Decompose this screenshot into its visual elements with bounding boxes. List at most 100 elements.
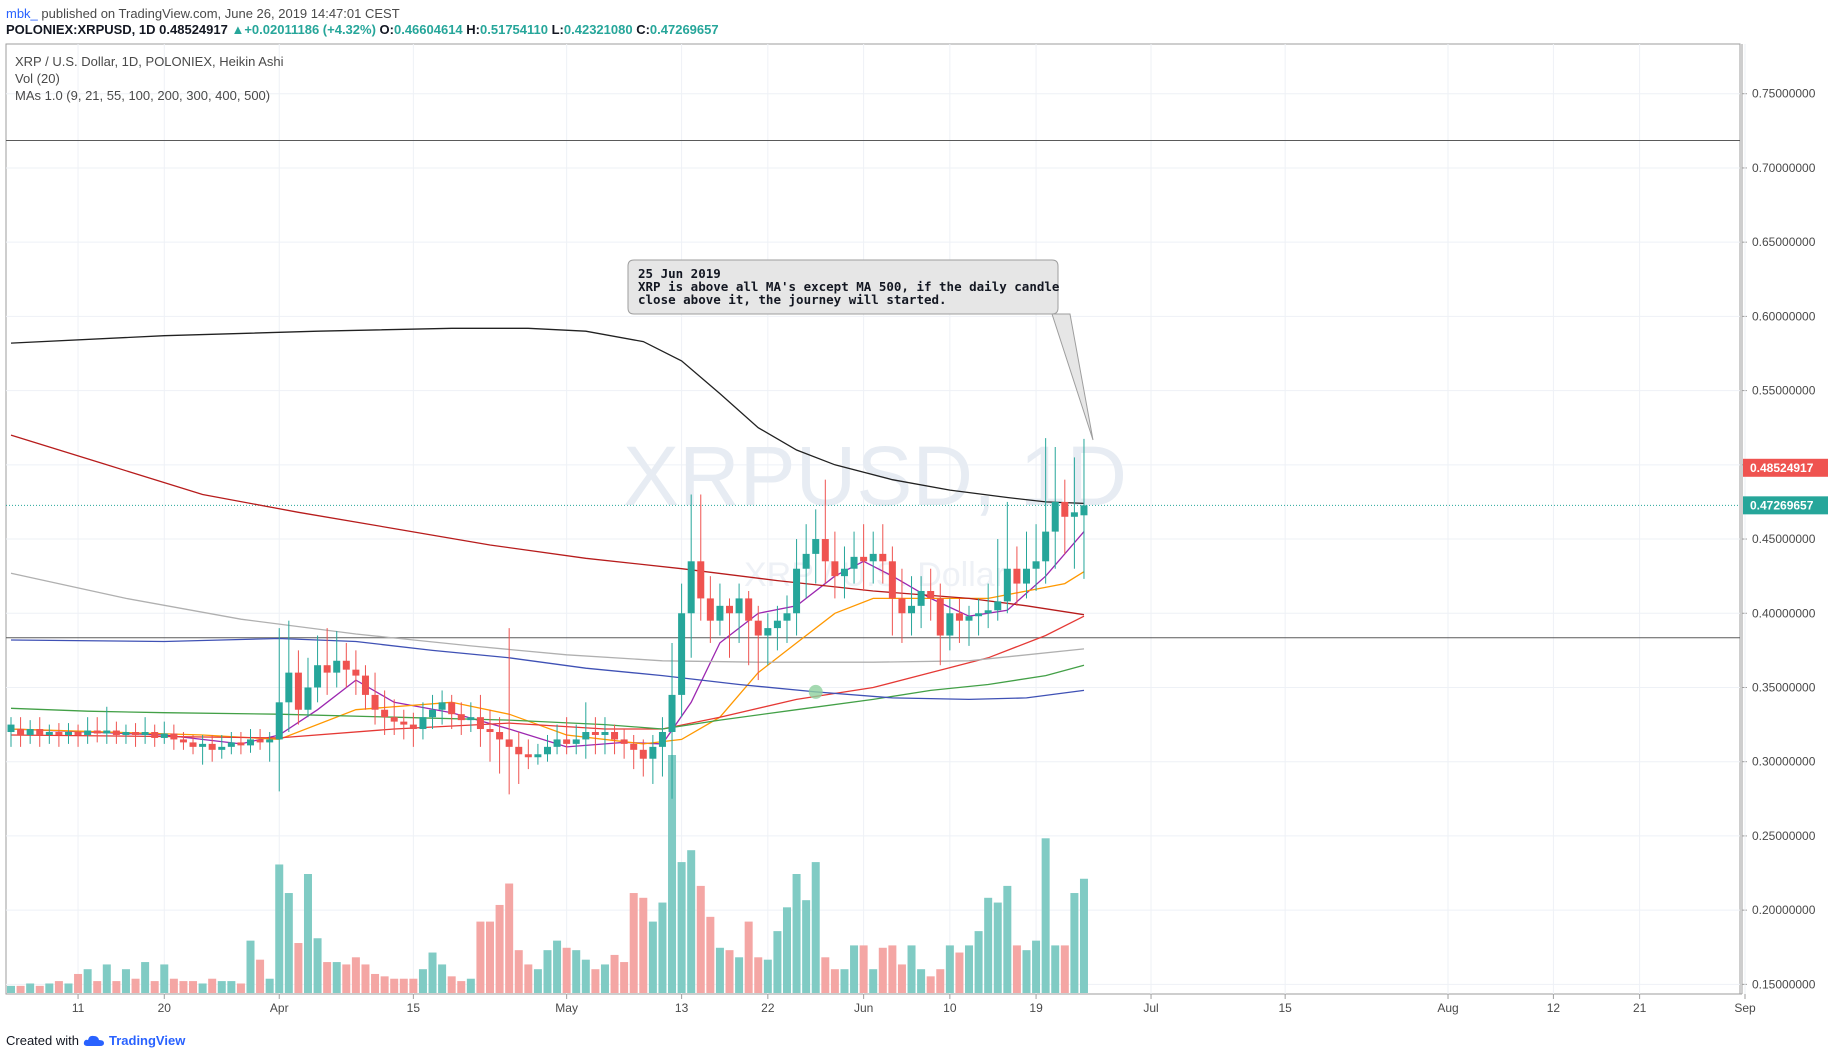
candle: [611, 724, 619, 755]
volume-bar: [399, 978, 408, 993]
candle-body: [524, 754, 532, 758]
low-label: L:: [551, 22, 564, 37]
volume-bar: [1022, 950, 1031, 993]
candle-body: [582, 732, 590, 740]
volume-bar: [533, 969, 542, 993]
volume-bar: [323, 962, 332, 993]
candle-body: [218, 746, 226, 750]
volume-bar: [639, 897, 648, 993]
candle-body: [812, 539, 820, 554]
candle-body: [132, 732, 140, 735]
candle: [735, 583, 743, 643]
candle-body: [26, 729, 34, 735]
volume-bar: [897, 964, 906, 993]
candle: [36, 717, 44, 747]
candle: [879, 524, 887, 584]
candle-body: [840, 568, 848, 577]
candle: [764, 613, 772, 666]
volume-bar: [495, 904, 504, 993]
author-link[interactable]: mbk_: [6, 6, 38, 21]
candle: [132, 723, 140, 747]
marker-dot: [808, 684, 823, 699]
volume-bar: [1032, 940, 1041, 993]
volume-bar: [371, 973, 380, 993]
legend-symbol: XRP / U.S. Dollar, 1D, POLONIEX, Heikin …: [15, 54, 284, 69]
candle: [831, 531, 839, 599]
volume-bar: [840, 969, 849, 993]
candle: [1051, 447, 1059, 569]
candle: [208, 734, 216, 762]
volume-bar: [265, 978, 274, 993]
y-tick-label: 0.40000000: [1752, 606, 1816, 620]
annotation-callout: [627, 259, 1094, 441]
volume-bar: [1041, 838, 1050, 993]
volume-bar: [553, 940, 562, 993]
volume-bar: [811, 862, 820, 993]
candle-body: [457, 714, 465, 721]
candle: [294, 650, 302, 725]
candle-body: [103, 730, 111, 734]
x-tick-label: 10: [943, 1001, 957, 1015]
price-change: +0.02011186 (+4.32%): [244, 22, 376, 37]
candle-body: [55, 732, 63, 735]
footer: Created with TradingView: [6, 1033, 185, 1048]
candle-body: [994, 601, 1002, 611]
volume-bar: [1079, 878, 1088, 993]
candle-body: [850, 556, 858, 569]
volume-bar: [735, 957, 744, 993]
volume-bar: [418, 969, 427, 993]
volume-bar: [447, 976, 456, 993]
volume-bar: [725, 950, 734, 993]
volume-bar: [457, 981, 466, 993]
candle-body: [237, 742, 245, 746]
candle: [74, 724, 82, 747]
volume-bar: [668, 755, 677, 993]
open-value: 0.46604614: [393, 22, 463, 37]
candle: [409, 712, 417, 747]
candle: [323, 628, 331, 695]
candle-body: [936, 598, 944, 636]
volume-bar: [993, 902, 1002, 993]
legend-mas: MAs 1.0 (9, 21, 55, 100, 200, 300, 400, …: [15, 88, 271, 103]
candle: [505, 628, 513, 795]
volume-bar: [706, 916, 715, 993]
volume-bar: [524, 964, 533, 993]
candle: [45, 724, 53, 744]
candle-body: [735, 598, 743, 614]
y-tick-label: 0.55000000: [1752, 384, 1816, 398]
candle: [151, 724, 159, 747]
candle: [247, 729, 255, 753]
volume-bar: [141, 962, 150, 993]
candle-body: [1070, 512, 1078, 517]
candle-body: [304, 687, 312, 710]
y-tick-label: 0.35000000: [1752, 680, 1816, 694]
candle: [860, 524, 868, 591]
x-tick-label: May: [555, 1001, 578, 1015]
candle-body: [620, 739, 628, 744]
tradingview-logo-text[interactable]: TradingView: [108, 1033, 186, 1048]
candle: [275, 628, 283, 792]
volume-bar: [83, 969, 92, 993]
candle: [400, 709, 408, 740]
volume-bar: [600, 964, 609, 993]
symbol-label: POLONIEX:XRPUSD, 1D: [6, 22, 156, 37]
candle-body: [285, 672, 293, 703]
x-tick-label: 11: [72, 1001, 85, 1015]
candle-body: [649, 746, 657, 759]
candle-body: [1051, 501, 1059, 532]
candle-body: [199, 743, 207, 747]
candle-body: [745, 598, 753, 621]
volume-bar: [888, 945, 897, 993]
candle: [658, 717, 666, 777]
volume-bar: [754, 957, 763, 993]
candle: [908, 576, 916, 636]
candle: [745, 590, 753, 666]
candle-body: [227, 742, 235, 747]
watermark-description: XRP / U.S. Dollar: [744, 556, 1006, 594]
candle: [55, 723, 63, 747]
candle: [1070, 457, 1078, 569]
volume-bar: [64, 983, 73, 993]
volume-bar: [476, 921, 485, 993]
x-tick-label: Apr: [270, 1001, 289, 1015]
